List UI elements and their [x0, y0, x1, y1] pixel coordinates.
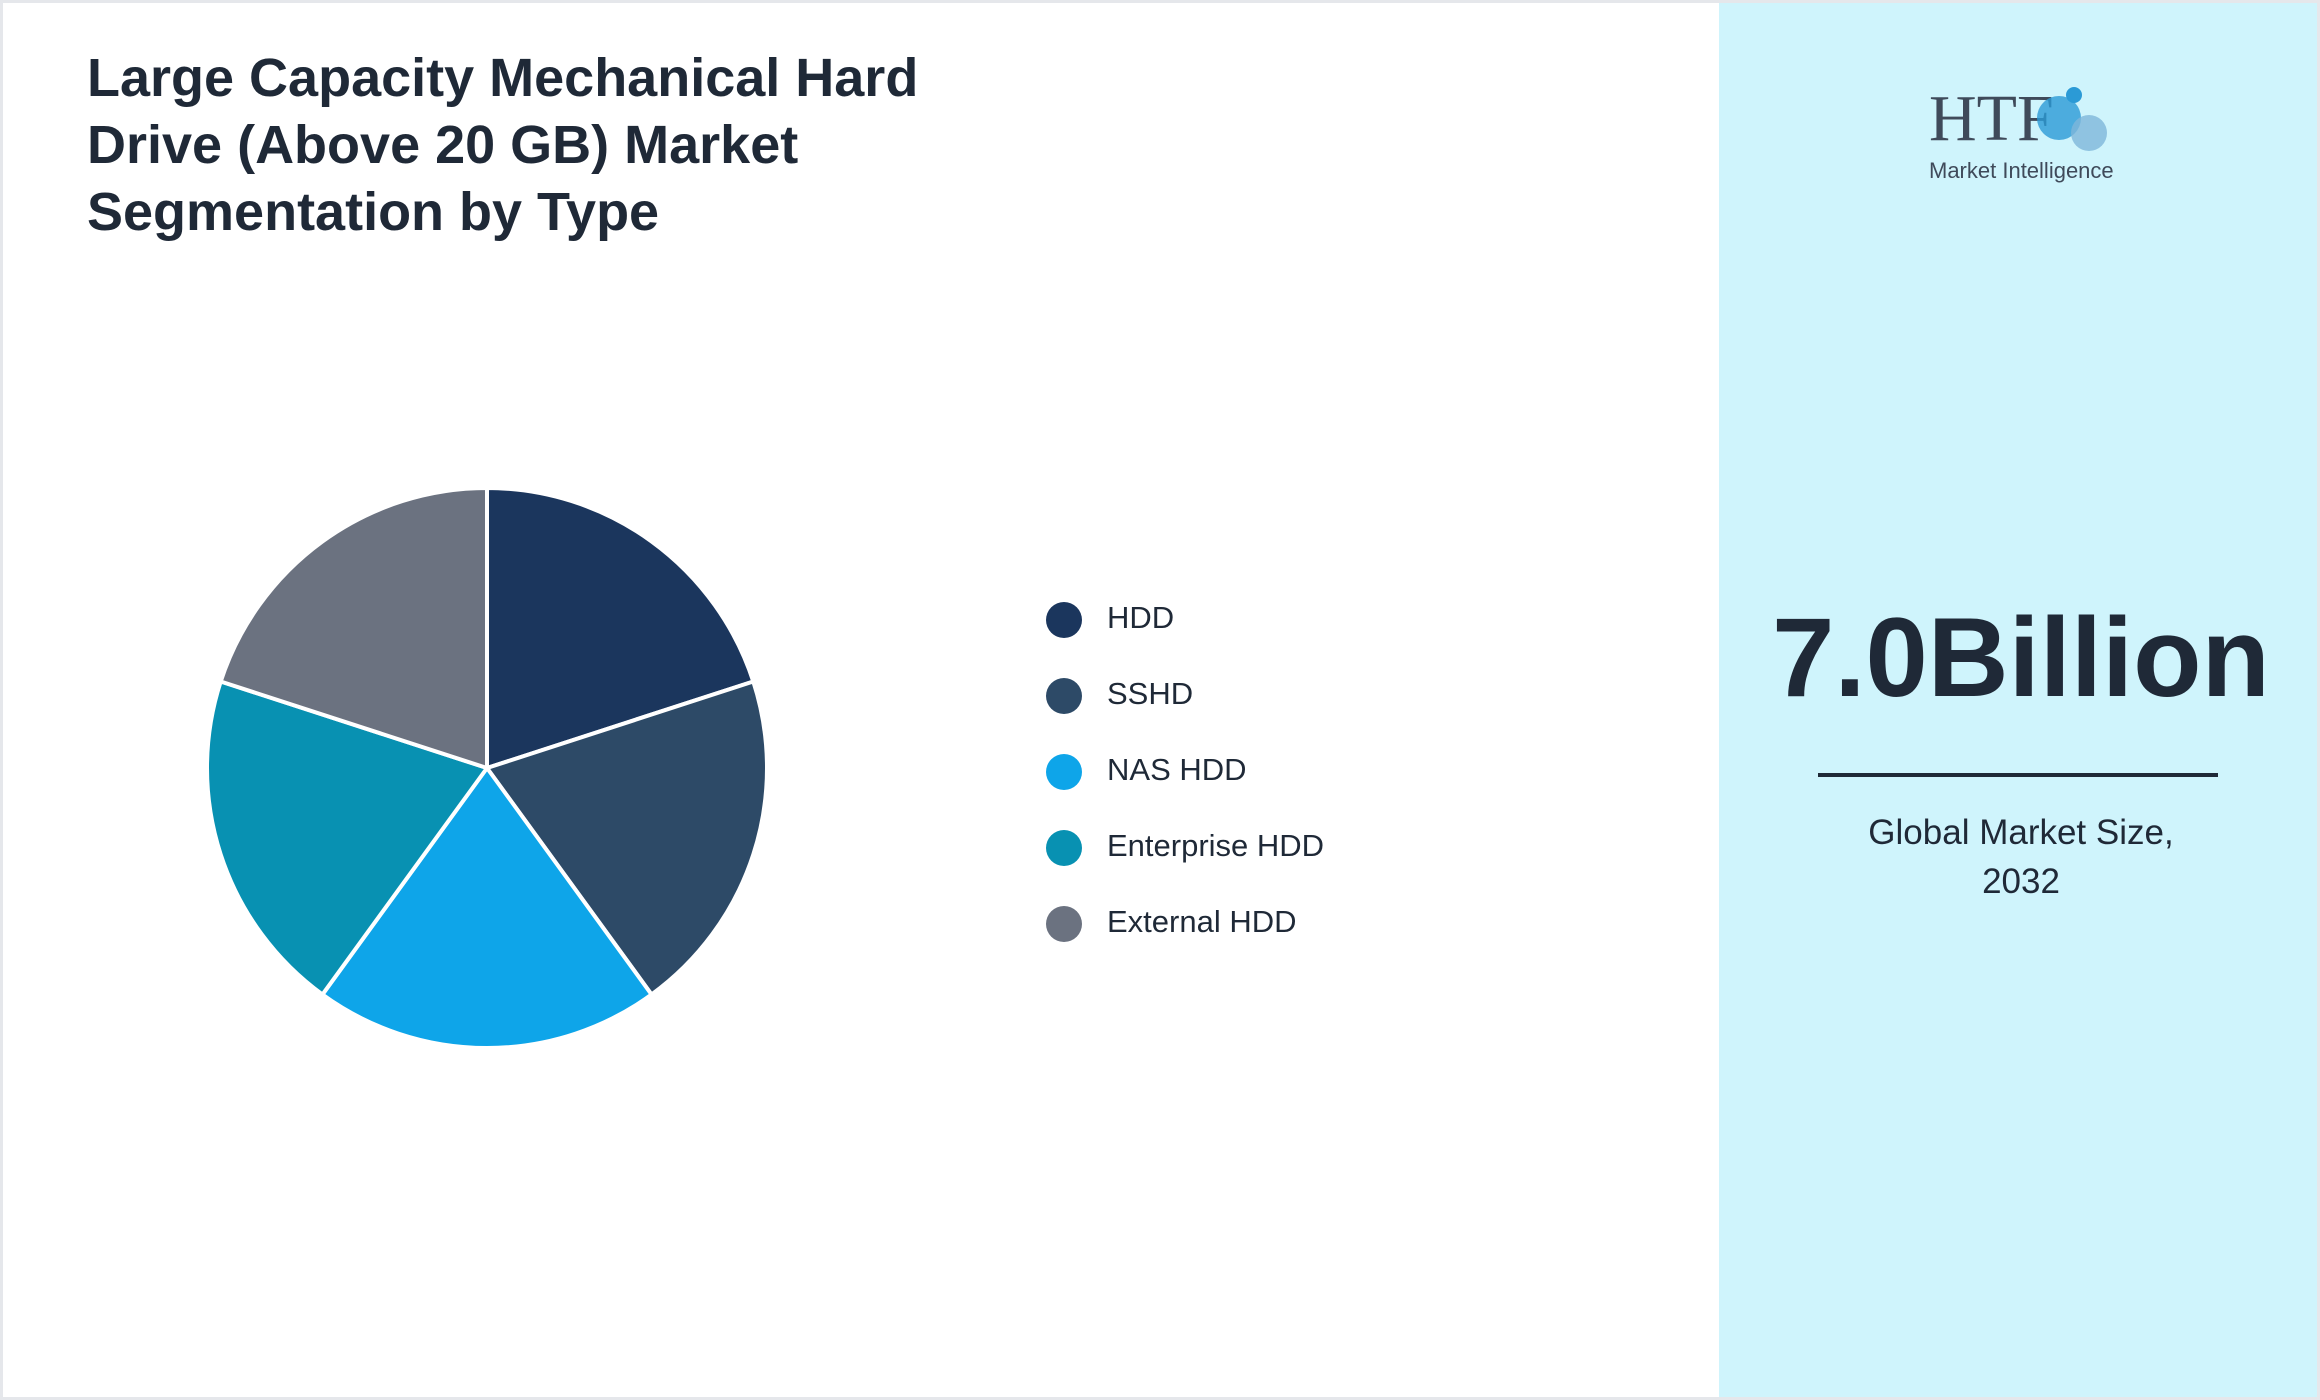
- divider: [1818, 773, 2218, 777]
- pie-slice: [218, 485, 489, 771]
- chart: HDD SSHD NAS HDD Enterprise HDD External HDD: [205, 485, 1324, 1050]
- legend-swatch: [1046, 602, 1082, 638]
- market-size-label: Global Market Size, 2032: [1868, 813, 2174, 901]
- logo-icon: [2037, 87, 2107, 151]
- legend-swatch: [1046, 678, 1082, 714]
- legend-label: Enterprise HDD: [1107, 828, 1324, 863]
- legend-swatch: [1046, 754, 1082, 790]
- market-size-value: 7.0Billion: [1772, 595, 2270, 720]
- legend-swatch: [1046, 830, 1082, 866]
- legend-label: SSHD: [1107, 676, 1193, 711]
- pie-slice: [319, 764, 655, 1050]
- legend-label: External HDD: [1107, 904, 1297, 939]
- legend-swatch: [1046, 906, 1082, 942]
- summary-panel: HTF Market Intelligence 7.0Billion Globa…: [1719, 3, 2317, 1397]
- legend-label: NAS HDD: [1107, 752, 1247, 787]
- pie-slice: [485, 485, 756, 771]
- logo-name: Market Intelligence: [1929, 158, 2114, 183]
- logo-mark: HTF: [1929, 82, 2054, 155]
- pie-slice: [205, 678, 491, 998]
- pie-slice: [483, 678, 769, 998]
- chart-title: Large Capacity Mechanical Hard Drive (Ab…: [87, 48, 919, 242]
- legend-label: HDD: [1107, 600, 1174, 635]
